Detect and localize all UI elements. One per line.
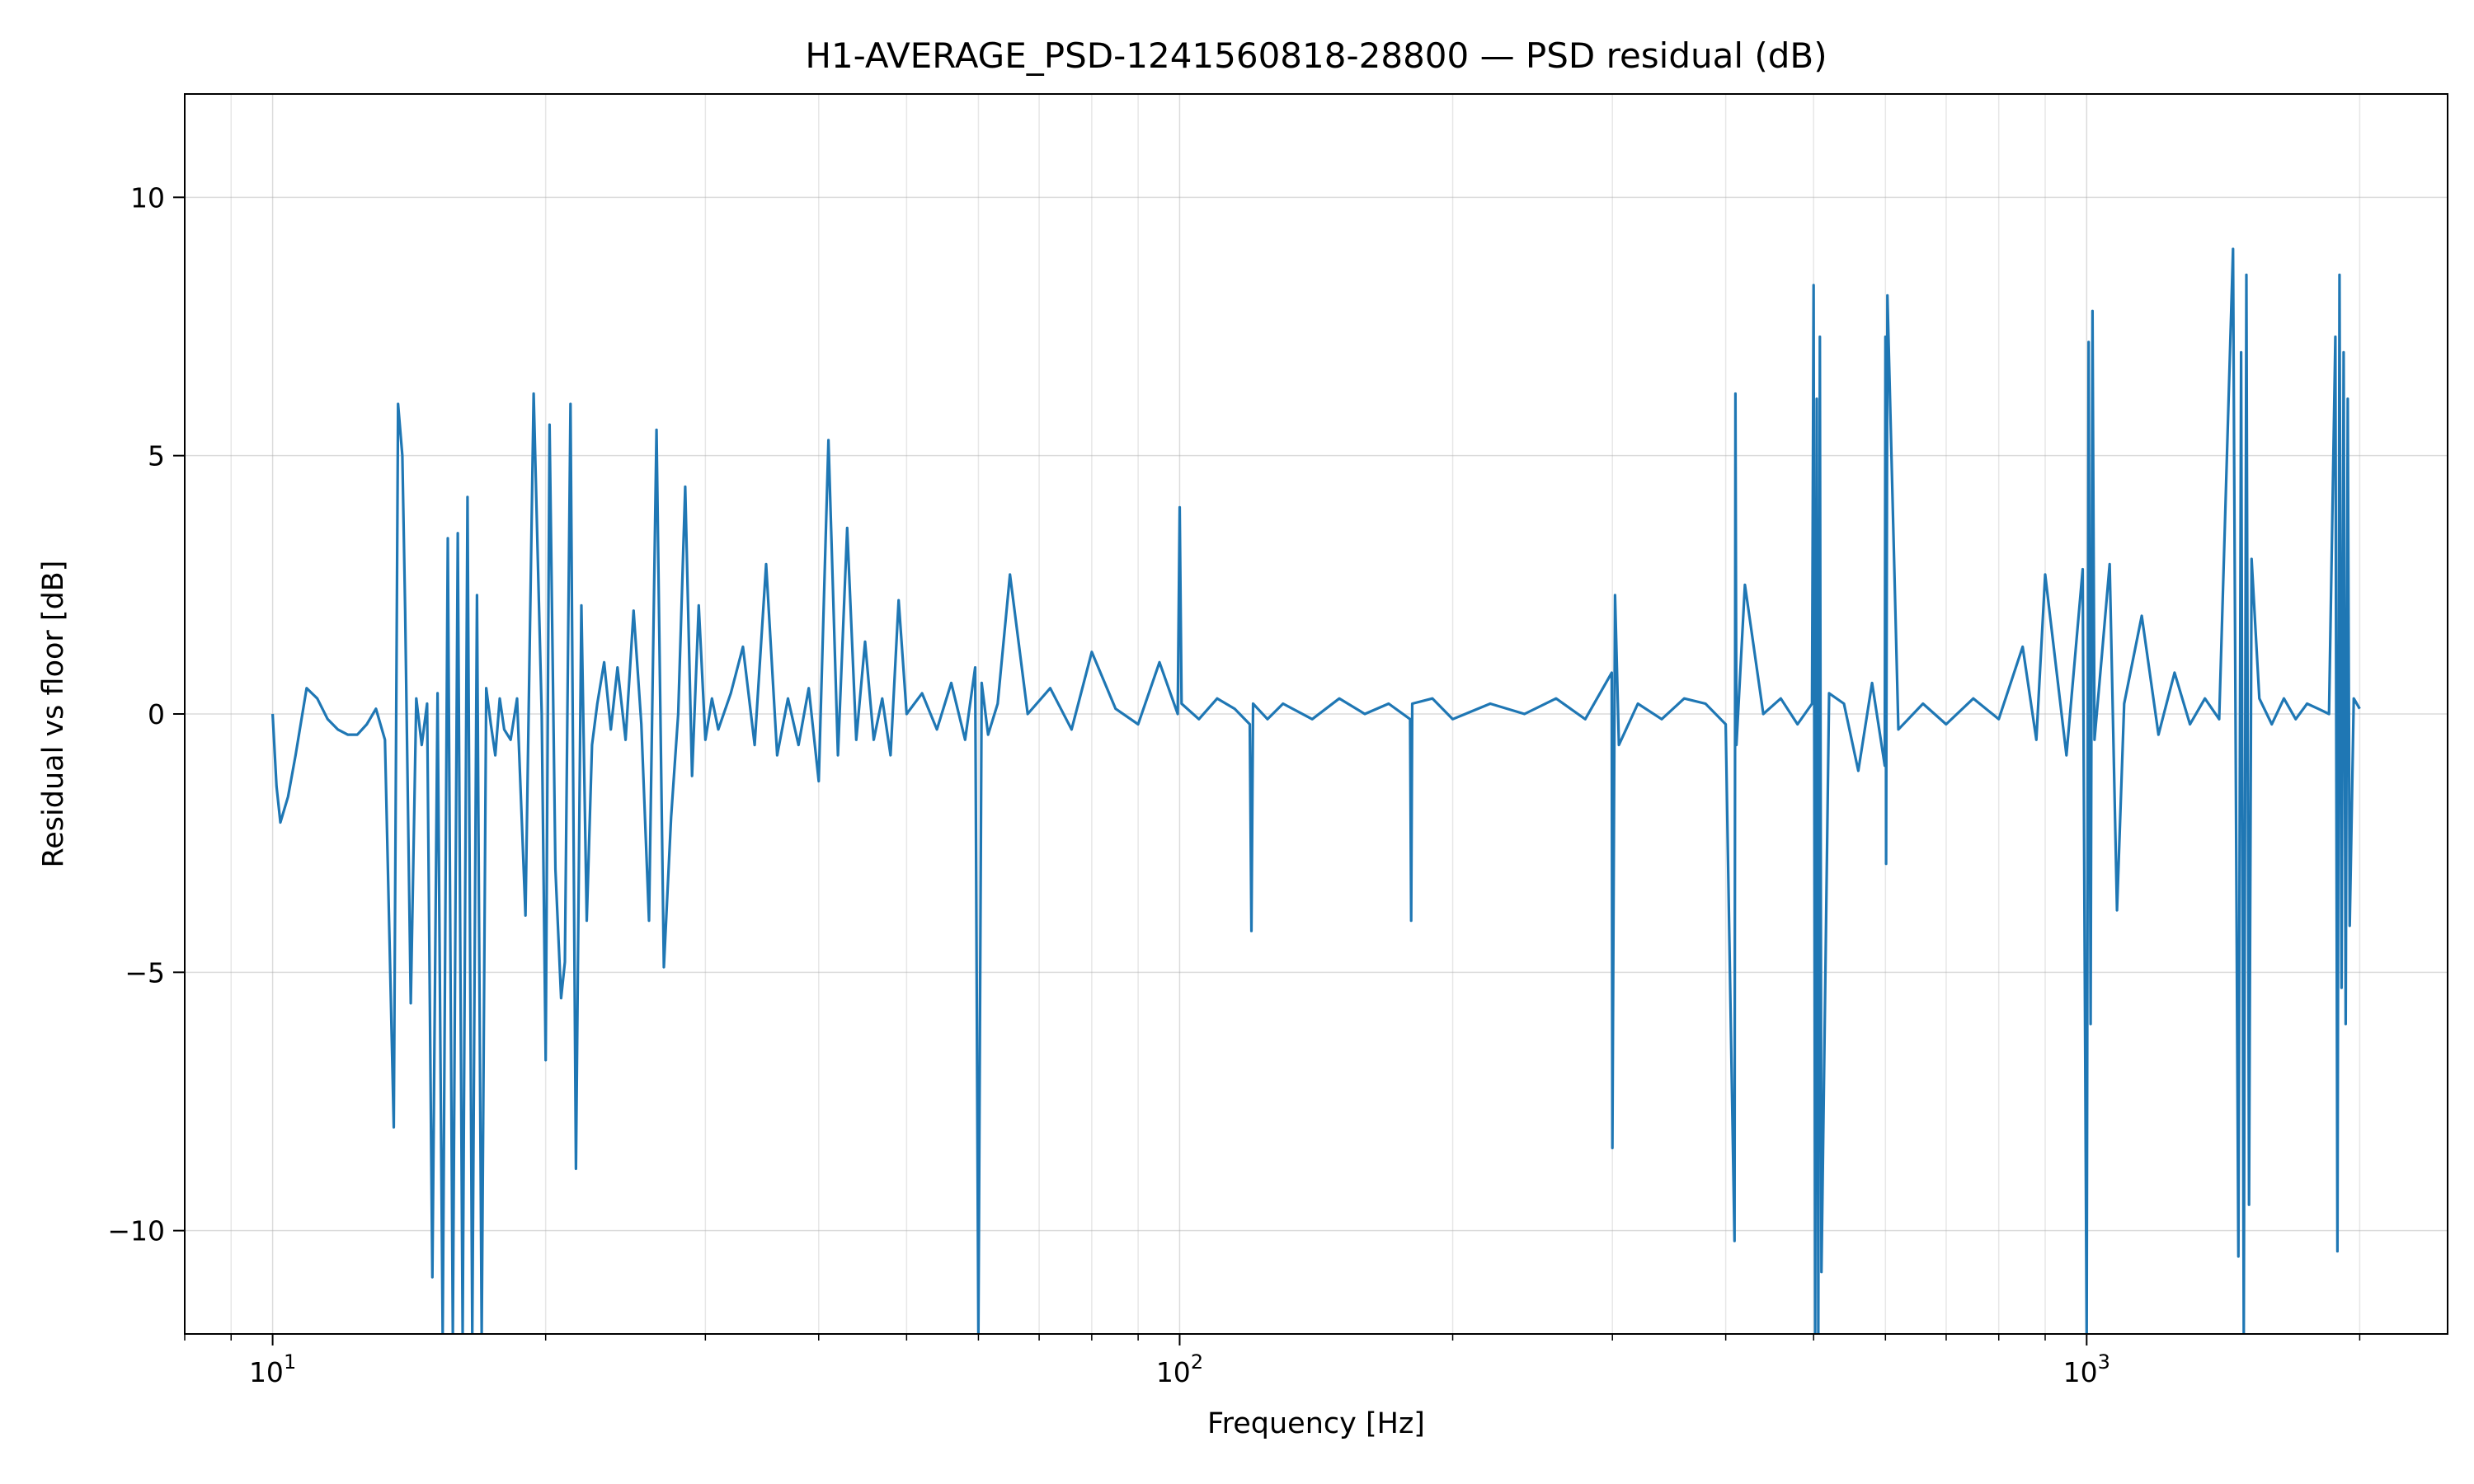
y-tick-label: −10 <box>107 1215 165 1247</box>
chart-title: H1-AVERAGE_PSD-1241560818-28800 — PSD re… <box>805 35 1827 76</box>
x-tick-label: 102 <box>1156 1350 1203 1388</box>
y-tick-label: 10 <box>130 181 165 214</box>
x-tick-exponent: 1 <box>284 1350 296 1374</box>
y-tick-label: 5 <box>148 440 165 472</box>
x-tick-exponent: 3 <box>2098 1350 2110 1374</box>
x-tick-mantissa: 10 <box>1156 1356 1191 1388</box>
y-tick-label: 0 <box>148 698 165 730</box>
x-tick-mantissa: 10 <box>249 1356 284 1388</box>
plot-area <box>271 247 2361 1334</box>
x-tick-label: 101 <box>249 1350 296 1388</box>
x-tick-exponent: 2 <box>1191 1350 1203 1374</box>
y-tick-label: −5 <box>125 956 165 989</box>
residual-series-line <box>271 247 2361 1334</box>
x-tick-mantissa: 10 <box>2063 1356 2098 1388</box>
x-axis-label: Frequency [Hz] <box>1207 1407 1425 1440</box>
x-tick-label: 103 <box>2063 1350 2110 1388</box>
y-axis-label: Residual vs floor [dB] <box>37 561 70 868</box>
